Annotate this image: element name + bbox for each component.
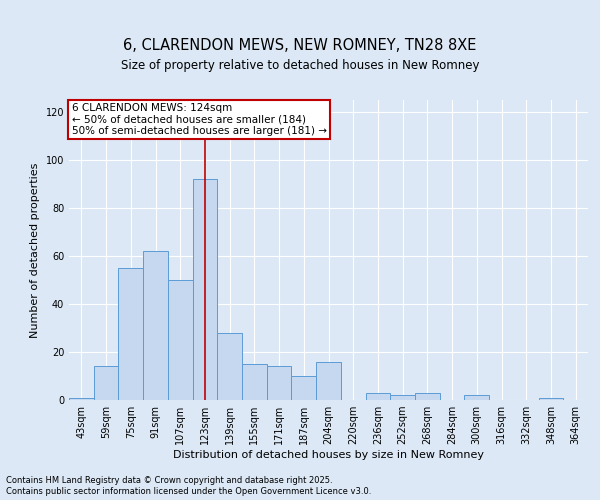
Bar	[464, 395, 489, 400]
Bar	[292, 376, 316, 400]
Bar	[242, 364, 267, 400]
Bar	[69, 398, 94, 400]
Bar	[365, 393, 390, 400]
X-axis label: Distribution of detached houses by size in New Romney: Distribution of detached houses by size …	[173, 450, 484, 460]
Bar	[143, 251, 168, 400]
Y-axis label: Number of detached properties: Number of detached properties	[30, 162, 40, 338]
Bar	[94, 366, 118, 400]
Bar	[267, 366, 292, 400]
Bar	[316, 362, 341, 400]
Bar	[539, 398, 563, 400]
Text: Contains HM Land Registry data © Crown copyright and database right 2025.: Contains HM Land Registry data © Crown c…	[6, 476, 332, 485]
Text: 6, CLARENDON MEWS, NEW ROMNEY, TN28 8XE: 6, CLARENDON MEWS, NEW ROMNEY, TN28 8XE	[124, 38, 476, 52]
Text: Size of property relative to detached houses in New Romney: Size of property relative to detached ho…	[121, 60, 479, 72]
Bar	[193, 179, 217, 400]
Bar	[390, 395, 415, 400]
Text: 6 CLARENDON MEWS: 124sqm
← 50% of detached houses are smaller (184)
50% of semi-: 6 CLARENDON MEWS: 124sqm ← 50% of detach…	[71, 103, 326, 136]
Text: Contains public sector information licensed under the Open Government Licence v3: Contains public sector information licen…	[6, 487, 371, 496]
Bar	[217, 333, 242, 400]
Bar	[415, 393, 440, 400]
Bar	[118, 268, 143, 400]
Bar	[168, 280, 193, 400]
